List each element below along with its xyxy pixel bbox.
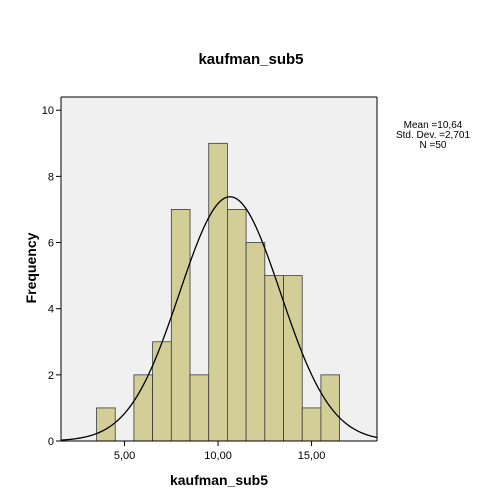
histogram-bar <box>170 209 191 442</box>
chart-title: kaufman_sub5 <box>198 51 303 68</box>
y-tick-label: 2 <box>48 370 54 382</box>
normal-curve <box>60 196 378 441</box>
histogram-bar <box>152 341 172 442</box>
x-axis-title: kaufman_sub5 <box>170 472 268 488</box>
stats-std-dev: Std. Dev. =2,701 <box>396 130 470 141</box>
x-tick-label: 10,00 <box>204 450 232 462</box>
x-tick-label: 5,00 <box>114 450 135 462</box>
histogram-bar <box>264 275 284 442</box>
stats-mean: Mean =10,64 <box>404 120 463 131</box>
y-tick-label: 6 <box>48 238 54 250</box>
histogram-bar <box>301 407 322 442</box>
y-tick-label: 0 <box>48 436 54 448</box>
histogram-bar <box>208 142 228 442</box>
stats-n: N =50 <box>420 140 447 151</box>
histogram-bar <box>245 242 266 442</box>
y-tick-label: 8 <box>48 171 54 183</box>
y-axis-title: Frequency <box>23 232 39 303</box>
histogram-bar <box>189 374 210 442</box>
x-tick-label: 15,00 <box>298 450 326 462</box>
y-tick-label: 4 <box>48 304 54 316</box>
y-tick-label: 10 <box>42 105 54 117</box>
histogram-bar <box>227 209 247 442</box>
histogram-bar <box>283 275 303 442</box>
